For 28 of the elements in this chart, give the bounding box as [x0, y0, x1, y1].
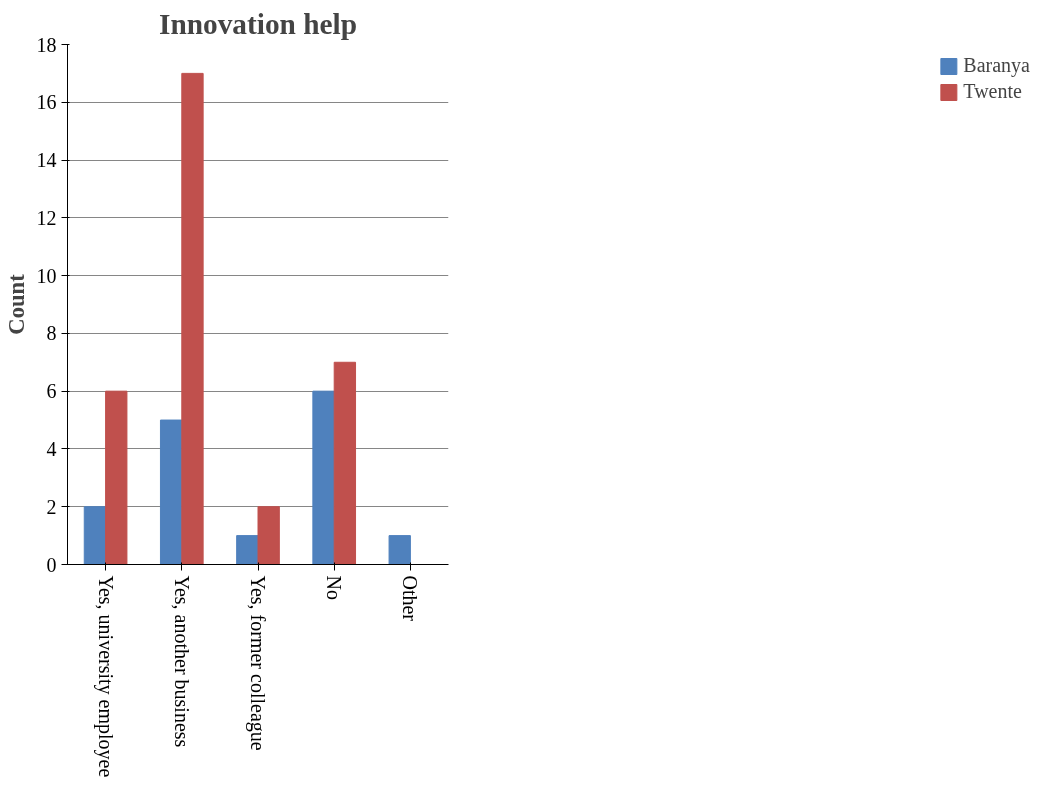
- legend-label: Twente: [963, 80, 1022, 103]
- bar: [159, 419, 183, 565]
- y-tick-label: 10: [36, 264, 57, 287]
- chart-title: Innovation help: [158, 7, 358, 40]
- bar: [312, 390, 335, 565]
- legend-label: Baranya: [963, 54, 1030, 77]
- y-tick-label: 6: [46, 380, 57, 403]
- y-tick-label: 18: [36, 33, 57, 56]
- y-axis-title: Count: [3, 273, 29, 335]
- bar: [181, 72, 204, 565]
- y-tick-label: 14: [36, 149, 57, 172]
- bar: [333, 361, 357, 565]
- y-tick-label: 16: [36, 91, 57, 114]
- bar: [83, 506, 107, 565]
- x-tick-label: Yes, another business: [170, 575, 193, 748]
- x-tick-label: Yes, university employee: [93, 575, 117, 778]
- x-tick-label: Other: [399, 575, 422, 622]
- y-tick-label: 0: [46, 553, 57, 576]
- y-tick-label: 2: [46, 495, 57, 518]
- bar: [257, 506, 280, 565]
- y-tick-label: 12: [36, 206, 57, 229]
- x-tick-label: No: [323, 575, 346, 600]
- bar: [105, 390, 128, 565]
- bar: [236, 535, 259, 565]
- x-tick-label: Yes, former colleague: [246, 575, 269, 751]
- y-tick-label: 4: [46, 437, 57, 460]
- bar: [388, 535, 411, 565]
- y-tick-label: 8: [46, 322, 57, 345]
